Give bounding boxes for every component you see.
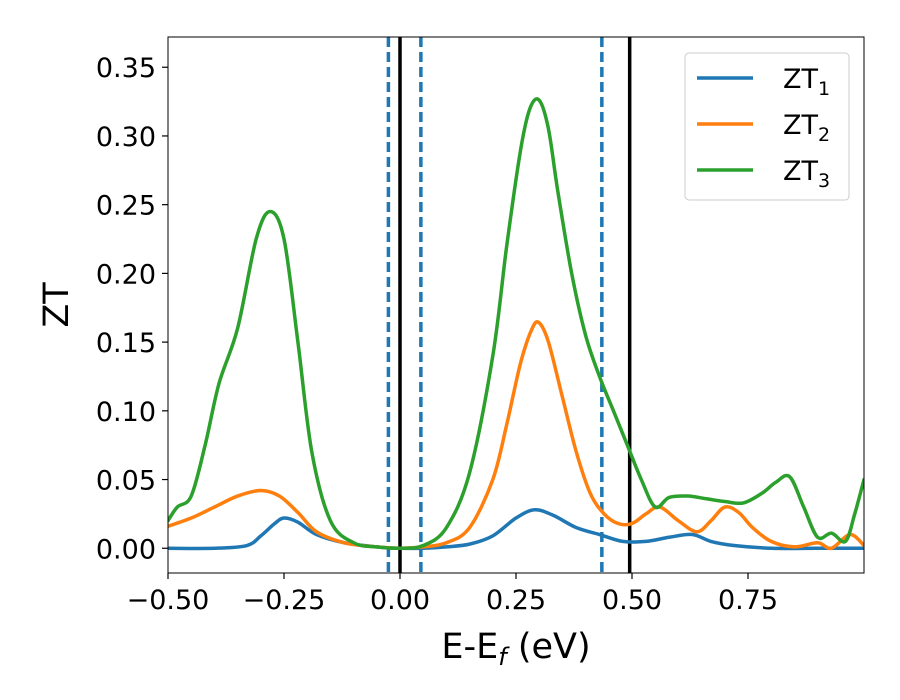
x-tick-label: 0.50 [602, 585, 662, 616]
y-axis-label: ZT [37, 282, 77, 328]
series-group [168, 97, 864, 551]
y-tick-label: 0.30 [96, 122, 156, 153]
y-axis: 0.00 0.05 0.10 0.15 0.20 0.25 0.30 0.35 [96, 53, 168, 565]
y-tick-label: 0.15 [96, 328, 156, 359]
x-axis-label: E-Ef (eV) [441, 627, 590, 671]
legend-label-1: ZT1 [783, 64, 830, 100]
x-tick-label: 0.00 [370, 585, 430, 616]
legend-box [684, 52, 850, 201]
y-tick-label: 0.00 [96, 534, 156, 565]
legend-label-2: ZT2 [783, 110, 830, 146]
y-tick-label: 0.25 [96, 191, 156, 222]
series-line-zt-1 [168, 508, 864, 551]
y-tick-label: 0.05 [96, 466, 156, 497]
series-line-zt-2 [168, 320, 864, 551]
legend: ZT1 ZT2 ZT3 [684, 52, 850, 201]
x-tick-label: 0.25 [486, 585, 546, 616]
x-axis: −0.50 −0.25 0.00 0.25 0.50 0.75 [127, 573, 778, 616]
series-line-zt-3 [168, 97, 864, 551]
legend-label-3: ZT3 [783, 156, 830, 192]
y-tick-label: 0.35 [96, 53, 156, 84]
x-tick-label: −0.25 [243, 585, 326, 616]
x-tick-label: 0.75 [718, 585, 778, 616]
y-tick-label: 0.20 [96, 259, 156, 290]
vlines-group [386, 37, 632, 573]
y-tick-label: 0.10 [96, 397, 156, 428]
x-tick-label: −0.50 [127, 585, 210, 616]
